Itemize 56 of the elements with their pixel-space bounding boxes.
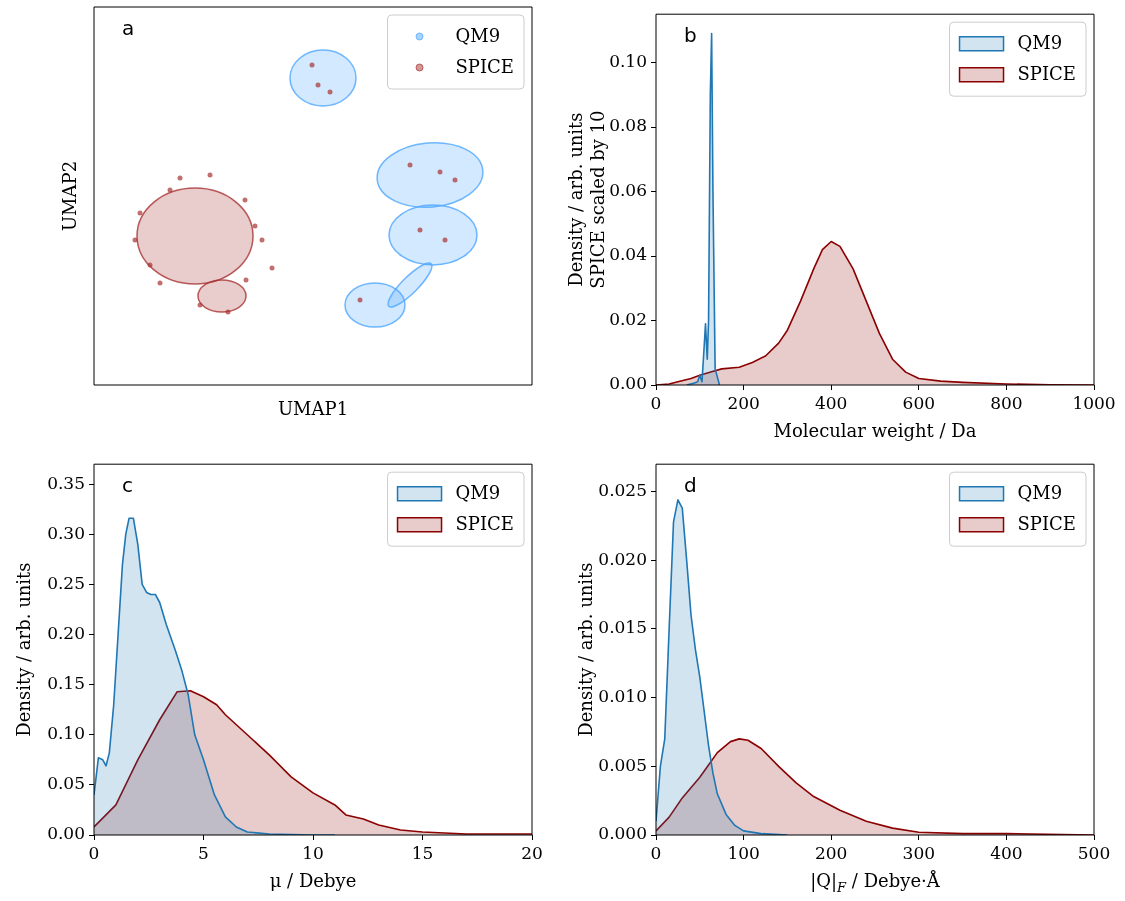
y-axis-title: Density / arb. units [13,562,34,737]
legend-label: QM9 [455,482,501,504]
x-tick-label: 0 [650,392,662,413]
x-tick-label: 500 [1077,842,1111,863]
y-tick-label: 0.00 [47,823,85,844]
y-tick-label: 0.20 [47,622,85,643]
x-tick-label: 800 [990,392,1023,413]
x-tick-label: 5 [198,842,209,863]
y-tick-label: 0.015 [598,617,647,638]
y-tick-label: 0.05 [47,773,85,794]
text: UMAP2 [59,160,80,232]
y-axis-title: Density / arb. units SPICE scaled by 10 [565,110,608,289]
y-tick-label: 0.10 [47,723,85,744]
y-tick-label: 0.04 [609,244,647,265]
x-tick-label: 0 [650,842,662,863]
legend-label: SPICE [455,56,514,78]
y-tick-label: 0.00 [609,373,647,394]
y-tick-label: 0.25 [47,572,85,593]
x-tick-label: 200 [727,392,760,413]
x-tick-label: 300 [902,842,936,863]
x-tick-label: 400 [814,392,848,413]
x-tick-label: 100 [727,842,760,863]
y-tick-label: 0.10 [609,50,647,71]
y-tick-label: 0.02 [609,308,647,329]
x-tick-label: 200 [814,842,848,863]
x-tick-label: 1000 [1072,392,1116,413]
x-tick-label: 20 [521,842,543,863]
legend-label: QM9 [455,25,501,47]
legend-label: QM9 [1017,482,1063,504]
annotation: b [684,23,697,48]
y-axis-title: Density / arb. units [575,562,596,737]
x-tick-label: 15 [411,842,434,863]
legend-label: SPICE [455,513,514,535]
legend-label: SPICE [1017,513,1076,535]
y-tick-label: 0.000 [598,823,647,844]
annotation: d [684,473,697,498]
annotation: c [122,473,133,498]
legend-label: QM9 [1017,32,1063,54]
y-tick-label: 0.08 [609,115,647,136]
y-tick-label: 0.010 [598,686,647,707]
y-tick-label: 0.005 [598,754,647,775]
legend-label: SPICE [1017,63,1076,85]
x-tick-label: 600 [902,392,936,413]
y-tick-label: 0.06 [609,179,647,200]
x-axis-title: μ / Debye [269,870,357,891]
y-tick-label: 0.15 [47,673,85,694]
text: UMAP1 [277,398,349,419]
x-tick-label: 0 [88,842,100,863]
y-tick-label: 0.025 [598,480,647,501]
text: a [122,16,135,40]
x-tick-label: 10 [302,842,324,863]
x-axis-title: Molecular weight / Da [773,420,977,441]
y-tick-label: 0.30 [47,522,85,543]
x-tick-label: 400 [990,842,1023,863]
y-tick-label: 0.35 [47,472,85,493]
y-tick-label: 0.020 [598,548,647,569]
